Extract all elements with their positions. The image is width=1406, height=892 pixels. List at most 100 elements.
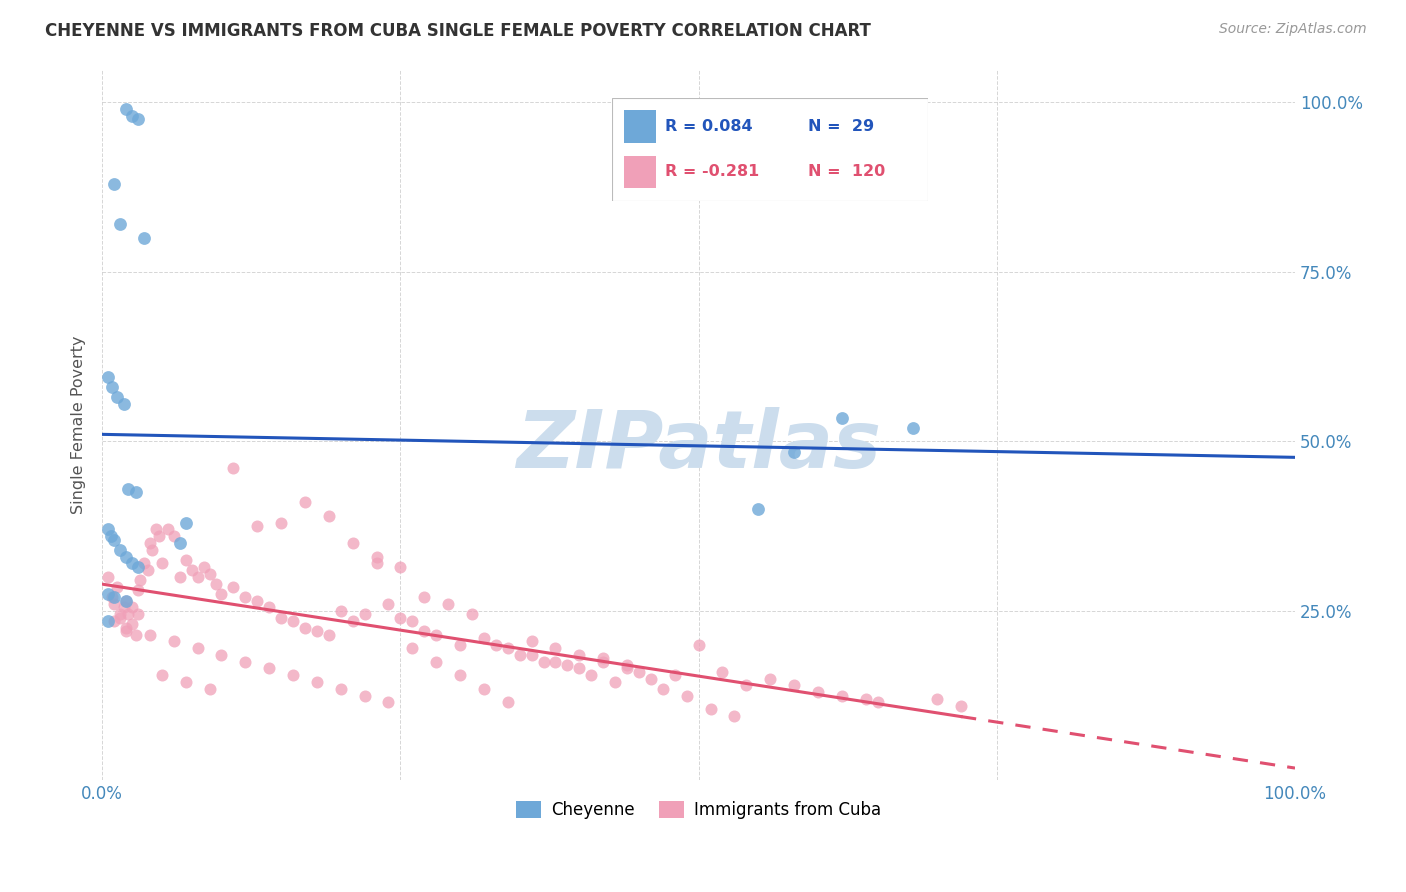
Point — [97, 570, 120, 584]
Point — [108, 607, 131, 622]
Point — [544, 641, 567, 656]
Point — [105, 580, 128, 594]
Point — [121, 600, 143, 615]
Point — [132, 557, 155, 571]
Point — [342, 536, 364, 550]
Point — [115, 624, 138, 639]
Point — [235, 655, 257, 669]
Point — [174, 675, 197, 690]
Text: N =  29: N = 29 — [808, 120, 875, 135]
Point — [281, 614, 304, 628]
Point — [163, 529, 186, 543]
Point — [866, 695, 889, 709]
Point — [472, 681, 495, 696]
Point — [150, 557, 173, 571]
Point — [156, 523, 179, 537]
Point — [437, 597, 460, 611]
Point — [121, 557, 143, 571]
Text: R = 0.084: R = 0.084 — [665, 120, 754, 135]
Point — [675, 689, 697, 703]
Legend: Cheyenne, Immigrants from Cuba: Cheyenne, Immigrants from Cuba — [509, 794, 889, 825]
Point — [425, 655, 447, 669]
Point — [413, 624, 436, 639]
Point — [103, 591, 125, 605]
Point — [222, 461, 245, 475]
Point — [461, 607, 484, 622]
Point — [246, 519, 269, 533]
Point — [747, 502, 769, 516]
Point — [115, 593, 138, 607]
Point — [115, 102, 138, 116]
Point — [112, 600, 135, 615]
Point — [108, 542, 131, 557]
Point — [688, 638, 710, 652]
Point — [198, 566, 221, 581]
Point — [377, 597, 399, 611]
Text: ZIPatlas: ZIPatlas — [516, 407, 882, 484]
Point — [246, 593, 269, 607]
Point — [807, 685, 830, 699]
Point — [413, 591, 436, 605]
Point — [187, 641, 209, 656]
Point — [141, 542, 163, 557]
Point — [627, 665, 650, 679]
Point — [270, 610, 292, 624]
Point — [97, 370, 120, 384]
Point — [211, 587, 233, 601]
Point — [100, 380, 122, 394]
Point — [139, 536, 162, 550]
Point — [222, 580, 245, 594]
Point — [169, 536, 191, 550]
Point — [366, 557, 388, 571]
Point — [121, 617, 143, 632]
Point — [366, 549, 388, 564]
Point — [148, 529, 170, 543]
Point — [353, 689, 375, 703]
Point — [115, 593, 138, 607]
Point — [950, 698, 973, 713]
Point — [257, 600, 280, 615]
Point — [927, 692, 949, 706]
Point — [759, 672, 782, 686]
Point — [592, 651, 614, 665]
Point — [568, 648, 591, 662]
Point — [472, 631, 495, 645]
Point — [108, 610, 131, 624]
Point — [145, 523, 167, 537]
Point — [97, 587, 120, 601]
Point — [204, 576, 226, 591]
Point — [485, 638, 508, 652]
Text: R = -0.281: R = -0.281 — [665, 164, 759, 179]
Bar — [624, 155, 655, 188]
Point — [100, 529, 122, 543]
Point — [129, 574, 152, 588]
Point — [294, 621, 316, 635]
Point — [783, 678, 806, 692]
Text: N =  120: N = 120 — [808, 164, 884, 179]
Point — [211, 648, 233, 662]
Point — [136, 563, 159, 577]
Point — [294, 495, 316, 509]
FancyBboxPatch shape — [612, 98, 928, 201]
Point — [103, 597, 125, 611]
Point — [533, 655, 555, 669]
Point — [103, 177, 125, 191]
Point — [640, 672, 662, 686]
Point — [342, 614, 364, 628]
Point — [389, 559, 412, 574]
Point — [150, 668, 173, 682]
Point — [520, 634, 543, 648]
Point — [235, 591, 257, 605]
Point — [115, 621, 138, 635]
Point — [193, 559, 215, 574]
Y-axis label: Single Female Poverty: Single Female Poverty — [72, 335, 86, 514]
Point — [305, 675, 328, 690]
Point — [174, 516, 197, 530]
Point — [174, 553, 197, 567]
Point — [127, 607, 149, 622]
Point — [163, 634, 186, 648]
Point — [103, 533, 125, 547]
Point — [329, 604, 352, 618]
Point — [329, 681, 352, 696]
Point — [318, 627, 340, 641]
